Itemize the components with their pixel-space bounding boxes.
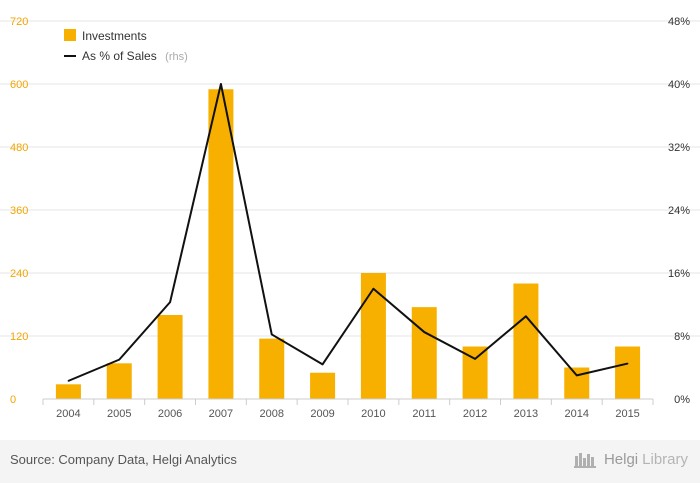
x-axis-tick-label: 2014: [565, 408, 589, 420]
left-axis-tick-label: 240: [10, 268, 28, 280]
x-axis-tick-label: 2006: [158, 408, 182, 420]
right-axis-tick-label: 24%: [668, 205, 690, 217]
bar-investments-2015: [615, 346, 641, 399]
brand-name-part1: Helgi: [603, 450, 639, 468]
bar-investments-2006: [157, 315, 183, 399]
bar-investments-2013: [513, 283, 539, 399]
line-point-2008: [270, 333, 273, 336]
line-point-2005: [118, 358, 121, 361]
bar-investments-2008: [259, 338, 285, 399]
line-point-2007: [220, 83, 222, 85]
right-axis-tick-label: 0%: [674, 394, 690, 406]
line-point-2009: [321, 363, 324, 366]
right-axis-tick-label: 48%: [668, 16, 690, 28]
brand-name-part2: Library: [642, 450, 688, 468]
library-icon: [573, 453, 596, 468]
x-axis-tick-label: 2009: [310, 408, 334, 420]
right-axis-tick-label: 16%: [668, 268, 690, 280]
legend: Investments As % of Sales (rhs): [64, 29, 188, 64]
x-axis-tick-label: 2011: [412, 408, 436, 420]
line-point-2006: [169, 301, 171, 303]
line-point-2012: [474, 358, 476, 360]
bar-investments-2014: [564, 367, 590, 399]
x-axis-tick-label: 2013: [514, 408, 538, 420]
legend-label-investments: Investments: [82, 29, 147, 43]
x-axis-tick-label: 2007: [209, 408, 233, 420]
line-point-2010: [372, 287, 375, 290]
left-axis-tick-label: 720: [10, 16, 28, 28]
left-axis-tick-label: 480: [10, 142, 28, 154]
bar-investments-2009: [310, 372, 336, 399]
left-axis-tick-label: 0: [10, 394, 16, 406]
x-axis-tick-label: 2015: [615, 408, 639, 420]
left-axis-tick-label: 120: [10, 331, 28, 343]
bar-investments-2004: [55, 384, 81, 399]
chart-area: 0 120 240 360 480 600 720 0% 8% 16% 24% 32% 40% 48% 20…: [0, 16, 700, 420]
x-axis-tick-label: 2005: [107, 408, 131, 420]
left-axis-tick-label: 600: [10, 79, 28, 91]
bar-investments-2005: [106, 363, 132, 399]
line-point-2015: [626, 362, 629, 365]
bar-investments-2011: [411, 307, 437, 399]
brand-logo: Helgi Library: [573, 450, 688, 468]
bar-investments-2010: [360, 273, 386, 399]
left-axis-tick-label: 360: [10, 205, 28, 217]
x-axis-tick-label: 2004: [56, 408, 80, 420]
footer: Source: Company Data, Helgi Analytics He…: [0, 440, 700, 483]
legend-label-pct-sales-group: As % of Sales (rhs): [82, 47, 188, 64]
line-point-2004: [67, 380, 70, 382]
line-point-2013: [525, 315, 527, 318]
source-text: Source: Company Data, Helgi Analytics: [10, 452, 237, 467]
legend-swatch-investments: [64, 29, 76, 41]
line-point-2011: [423, 331, 426, 333]
bar-investments-2007: [208, 89, 234, 399]
legend-label-pct-sales: As % of Sales: [82, 49, 157, 63]
x-axis-tick-label: 2008: [260, 408, 284, 420]
x-axis-tick-label: 2010: [361, 408, 385, 420]
line-point-2014: [575, 374, 578, 377]
right-axis-tick-label: 8%: [674, 331, 690, 343]
x-axis-tick-label: 2012: [463, 408, 487, 420]
line-pct-sales: [68, 83, 628, 382]
right-axis-tick-label: 40%: [668, 79, 690, 91]
legend-label-rhs: (rhs): [165, 51, 188, 63]
right-axis-tick-label: 32%: [668, 142, 690, 154]
